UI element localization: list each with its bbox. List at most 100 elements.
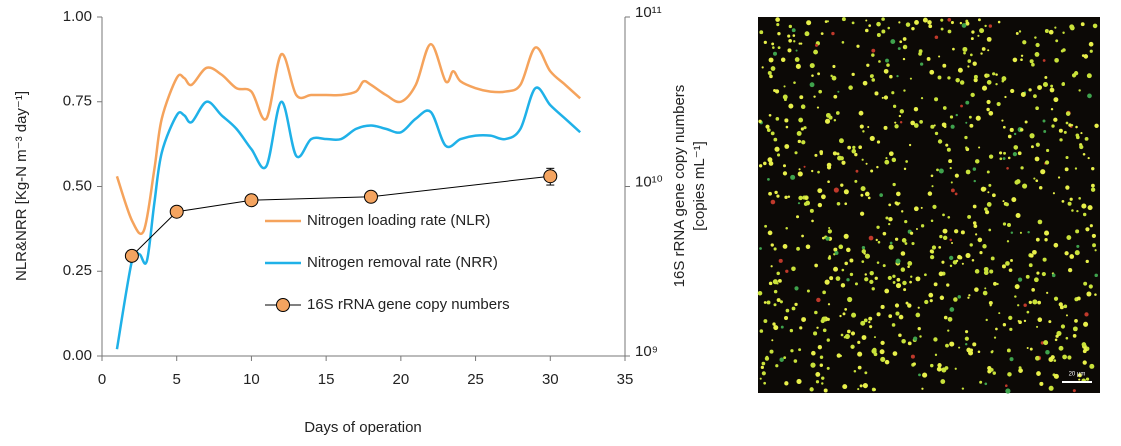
cell: [817, 202, 823, 208]
cell: [1068, 123, 1072, 127]
cell: [1060, 324, 1066, 329]
cell: [813, 95, 816, 98]
cell: [1092, 243, 1096, 248]
cell: [841, 268, 845, 272]
cell: [946, 147, 951, 152]
cell: [928, 292, 934, 298]
cell: [773, 325, 779, 331]
cell: [967, 65, 970, 68]
cell: [1057, 176, 1061, 179]
cell: [789, 328, 794, 333]
cell: [854, 152, 858, 157]
cell: [822, 236, 825, 240]
cell: [1053, 296, 1059, 301]
cell: [950, 124, 955, 129]
cell: [998, 312, 1001, 315]
cell: [877, 240, 881, 244]
cell: [965, 146, 968, 149]
cell: [988, 300, 993, 305]
cell: [798, 348, 802, 352]
cell: [890, 39, 896, 45]
cell: [876, 261, 880, 264]
cell: [766, 300, 771, 305]
legend-label: 16S rRNA gene copy numbers: [307, 296, 510, 313]
cell: [841, 41, 845, 44]
cell: [829, 276, 834, 281]
scale-bar-label: 20 µm: [1069, 372, 1086, 378]
cell: [848, 85, 853, 90]
cell: [1044, 75, 1048, 79]
cell: [1014, 295, 1017, 298]
cell: [901, 210, 904, 213]
cell: [946, 283, 950, 287]
cell: [1091, 233, 1097, 239]
copy-number-point: [124, 248, 139, 263]
cell: [850, 331, 856, 336]
cell: [969, 53, 973, 57]
cell: [776, 298, 781, 302]
cell: [924, 273, 927, 277]
cell: [765, 355, 769, 359]
cell: [1031, 62, 1035, 67]
cell: [796, 215, 800, 219]
cell: [911, 26, 915, 31]
cell: [1017, 304, 1020, 307]
cell: [900, 251, 906, 256]
cell: [1009, 357, 1014, 362]
cell: [1012, 57, 1018, 63]
cell: [1088, 41, 1094, 47]
cell: [973, 74, 978, 79]
cell: [864, 191, 870, 197]
cell: [988, 154, 994, 159]
cell: [864, 277, 869, 282]
cell: [815, 371, 821, 377]
cell: [995, 82, 998, 86]
cell: [856, 44, 860, 48]
cell: [1085, 377, 1090, 381]
cell: [991, 193, 996, 198]
cell: [924, 299, 929, 305]
y2-axis-label: [copies mL⁻¹]: [691, 141, 708, 231]
cell: [794, 302, 798, 307]
cell: [938, 246, 942, 249]
cell: [1063, 130, 1067, 134]
cell: [788, 24, 792, 29]
cell: [830, 74, 833, 78]
cell: [853, 370, 857, 373]
cell: [913, 336, 918, 341]
cell: [768, 113, 772, 117]
cell: [871, 53, 875, 57]
cell: [894, 237, 899, 241]
cell: [867, 196, 871, 200]
cell: [1012, 152, 1018, 157]
cell: [840, 283, 846, 288]
cell: [896, 277, 901, 282]
cell: [964, 336, 969, 341]
cell: [861, 245, 866, 250]
cell: [930, 174, 934, 178]
cell: [797, 202, 801, 205]
cell: [1089, 49, 1093, 53]
cell: [961, 262, 964, 265]
cell: [1040, 169, 1046, 175]
cell: [881, 96, 884, 99]
cell: [965, 21, 970, 26]
cell: [960, 104, 963, 108]
cell: [1036, 325, 1039, 328]
cell: [920, 206, 923, 209]
cell: [865, 19, 868, 22]
cell: [819, 355, 824, 359]
cell: [1027, 230, 1030, 234]
cell: [858, 145, 863, 150]
cell: [1020, 58, 1023, 62]
cell: [1055, 334, 1059, 338]
cell: [1078, 89, 1081, 92]
cell: [1006, 166, 1009, 170]
cell: [1076, 209, 1079, 213]
cell: [871, 78, 875, 82]
cell: [918, 52, 922, 56]
cell: [941, 367, 947, 373]
cell: [1025, 274, 1030, 279]
cell: [1061, 82, 1066, 86]
cell: [961, 23, 967, 28]
